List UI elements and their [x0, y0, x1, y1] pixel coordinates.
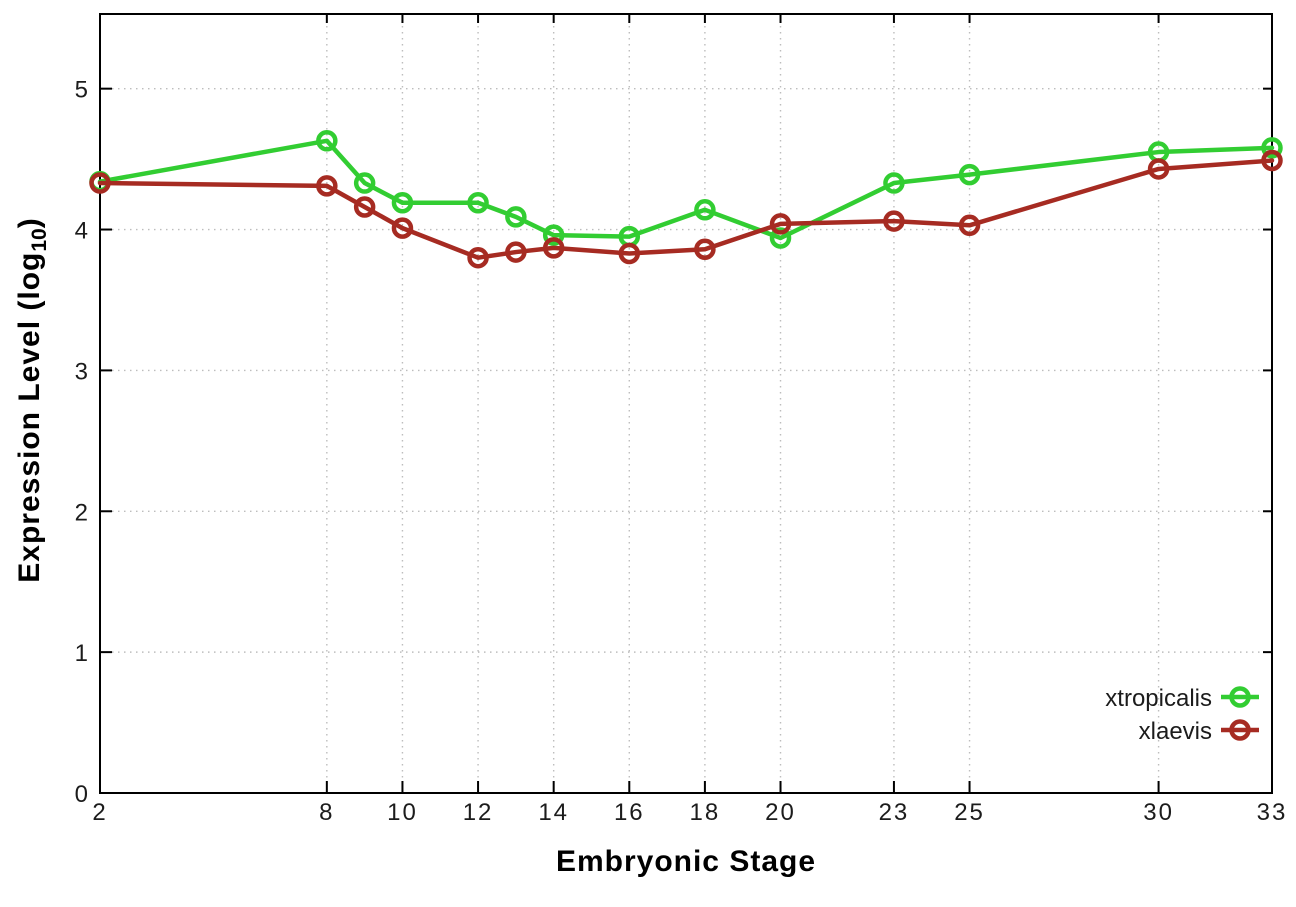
- data-point-xtropicalis: [542, 224, 565, 246]
- legend: xtropicalis xlaevis: [1105, 685, 1259, 745]
- data-point-xtropicalis: [1261, 137, 1283, 159]
- legend-label-xtropicalis: xtropicalis: [1105, 685, 1212, 712]
- x-tick-label: 16: [614, 799, 645, 826]
- data-point-xlaevis: [958, 214, 981, 237]
- data-point-xtropicalis: [694, 199, 716, 221]
- data-point-xlaevis: [316, 175, 338, 197]
- data-point-xlaevis: [467, 246, 489, 269]
- data-point-xtropicalis: [1147, 141, 1170, 163]
- x-tick-label: 30: [1143, 799, 1174, 826]
- data-point-xlaevis: [769, 213, 792, 235]
- y-tick-label: 1: [75, 640, 88, 667]
- data-point-xtropicalis: [316, 130, 338, 152]
- data-point-xlaevis: [618, 242, 641, 265]
- data-point-xlaevis: [1261, 149, 1283, 172]
- data-point-xtropicalis: [883, 172, 905, 194]
- x-tick-label: 25: [954, 799, 985, 826]
- data-point-xtropicalis: [353, 172, 376, 194]
- x-tick-label: 23: [879, 799, 910, 826]
- legend-label-xlaevis: xlaevis: [1139, 718, 1212, 745]
- series-line-xlaevis: [97, 158, 1275, 260]
- y-axis-title: Expression Level (log10): [13, 190, 51, 610]
- x-tick-label: 2: [92, 799, 107, 826]
- data-point-xlaevis: [694, 238, 716, 260]
- data-point-xtropicalis: [958, 163, 981, 186]
- data-point-xtropicalis: [467, 192, 489, 214]
- data-point-xlaevis: [353, 196, 376, 218]
- data-point-xlaevis: [89, 172, 111, 194]
- plot-border: [99, 13, 1273, 794]
- y-tick-label: 4: [75, 218, 88, 245]
- y-tick-label: 0: [75, 781, 88, 808]
- data-series-layer: [89, 130, 1283, 269]
- y-axis-title-text: Expression Level (log: [13, 251, 46, 583]
- tick-marks-layer: [99, 14, 1273, 794]
- data-point-xlaevis: [1147, 158, 1170, 180]
- x-tick-label: 18: [690, 799, 721, 826]
- x-tick-label: 10: [387, 799, 418, 826]
- data-point-xtropicalis: [505, 206, 527, 228]
- data-point-xlaevis: [505, 241, 527, 263]
- legend-marker-xlaevis: [1229, 719, 1251, 741]
- grid-layer: [100, 14, 1272, 793]
- data-point-xtropicalis: [391, 192, 414, 214]
- x-axis-title: Embryonic Stage: [555, 845, 817, 878]
- data-point-xtropicalis: [618, 225, 641, 248]
- data-point-xlaevis: [883, 210, 905, 232]
- data-point-xlaevis: [542, 237, 565, 259]
- x-tick-label: 33: [1257, 799, 1288, 826]
- y-tick-label: 3: [75, 358, 88, 385]
- plot-border-layer: [99, 13, 1273, 794]
- data-point-xlaevis: [391, 217, 414, 239]
- data-point-xtropicalis: [769, 227, 792, 249]
- x-tick-label: 8: [319, 799, 334, 826]
- y-tick-label: 5: [75, 77, 88, 104]
- x-tick-label: 12: [463, 799, 494, 826]
- x-tick-label: 14: [538, 799, 569, 826]
- y-tick-label: 2: [75, 499, 88, 526]
- x-tick-label: 20: [765, 799, 796, 826]
- y-axis-title-suffix: ): [13, 217, 46, 229]
- legend-marker-xtropicalis: [1229, 686, 1251, 708]
- y-axis-title-subscript: 10: [28, 228, 51, 252]
